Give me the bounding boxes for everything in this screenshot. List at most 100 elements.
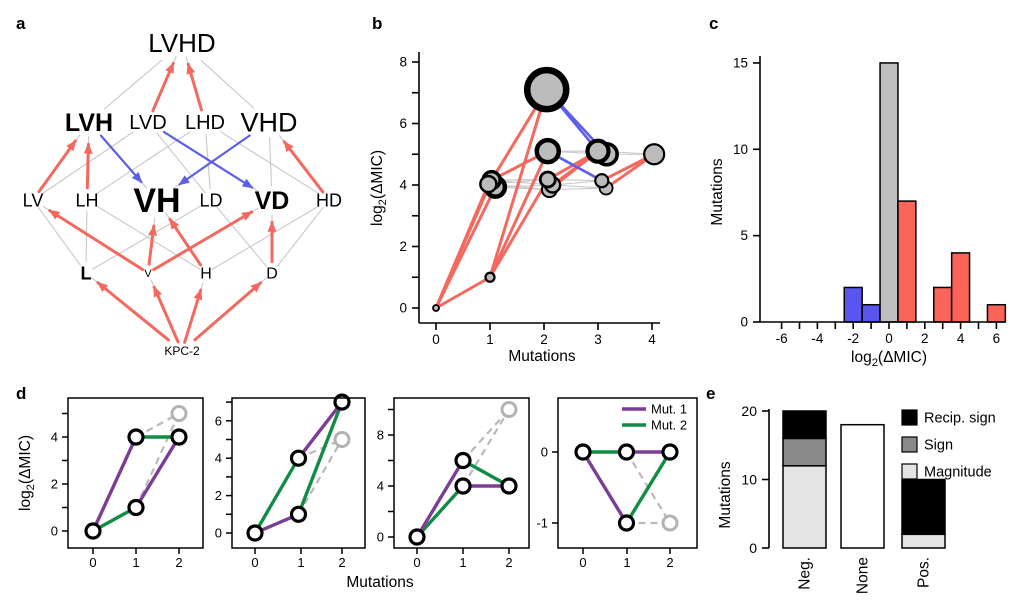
legend-swatch [901,409,918,426]
svg-text:-1: -1 [536,516,548,531]
svg-text:6: 6 [993,331,1001,346]
genotype-point [479,174,498,194]
svg-text:Mut. 2: Mut. 2 [651,418,687,433]
svg-text:0: 0 [541,445,548,460]
observed-point [333,393,351,411]
svg-text:3: 3 [594,332,602,347]
svg-text:H: H [200,266,212,283]
svg-text:10: 10 [741,472,757,488]
b-axes: 0 2 4 6 8 0 1 2 3 4 Mutations log2(ΔMIC) [369,52,660,365]
svg-text:0: 0 [215,526,222,541]
legend-swatch [901,436,918,453]
svg-text:0: 0 [885,331,893,346]
svg-text:2: 2 [921,331,929,346]
svg-text:0: 0 [749,540,757,556]
svg-text:LV: LV [23,190,44,210]
svg-text:0: 0 [51,524,58,539]
svg-text:8: 8 [399,55,407,70]
expected-point [333,431,351,448]
histogram-bar [879,62,899,323]
svg-text:4: 4 [399,178,407,193]
svg-text:-2: -2 [847,331,859,346]
svg-text:Recip. sign: Recip. sign [924,411,996,427]
c-axes: 0 5 10 15 -6 -4 -2 0 2 4 6 log2(ΔMIC) Mutations [709,55,1005,369]
svg-text:0: 0 [740,315,748,330]
lattice-blue-arrows [99,130,254,189]
svg-text:6: 6 [399,116,407,131]
svg-text:4: 4 [215,451,222,466]
e-axes: 0 10 20 Mutations [717,403,770,556]
svg-text:LVD: LVD [129,112,166,134]
observed-point [289,449,308,467]
svg-text:L: L [81,263,92,283]
observed-point [574,443,592,461]
stacked-segment [782,410,827,440]
panel-a-letter: a [16,14,26,33]
svg-text:0: 0 [377,530,384,545]
svg-text:0: 0 [399,301,407,316]
expected-point [500,401,518,418]
svg-text:4: 4 [377,479,384,494]
genotype-point [643,143,666,166]
svg-text:Mutations: Mutations [717,461,734,528]
observed-point [127,498,145,517]
svg-text:log2(ΔMIC): log2(ΔMIC) [17,435,37,511]
svg-text:-4: -4 [811,331,823,346]
svg-text:2: 2 [338,555,345,570]
observed-point [84,522,102,540]
svg-text:2: 2 [666,555,673,570]
svg-text:VD: VD [255,187,290,215]
svg-text:5: 5 [740,228,748,243]
e-bars: Neg. None Pos. [782,410,946,594]
svg-text:LD: LD [199,190,222,210]
observed-point [170,428,188,446]
lattice-red-arrows [37,61,325,344]
panel-d-letter: d [16,384,27,403]
e-legend: Recip. sign Sign Magnitude [901,409,996,481]
d-subplot-2: 0 2 4 6 0 1 2 [215,393,366,570]
svg-text:4: 4 [648,332,656,347]
svg-text:Neg.: Neg. [797,557,814,590]
svg-text:LVH: LVH [65,109,113,137]
panel-e-letter: e [706,384,716,403]
svg-text:0: 0 [432,332,440,347]
svg-text:-6: -6 [776,331,788,346]
observed-point [500,477,518,495]
svg-text:8: 8 [377,428,384,443]
svg-text:6: 6 [215,413,222,428]
svg-text:2: 2 [505,555,512,570]
expected-point [661,514,679,532]
histogram-bar [950,252,971,323]
svg-text:Magnitude: Magnitude [924,465,992,481]
histogram-bar [897,200,917,323]
stacked-segment [840,423,885,549]
stacked-segment [901,533,946,549]
genotype-point [585,138,611,164]
observed-point [454,451,472,470]
svg-text:Mutations: Mutations [709,158,726,225]
svg-text:HD: HD [316,190,342,210]
histogram-bar [843,286,863,323]
svg-text:1: 1 [623,555,630,570]
genotype-point [432,304,440,312]
svg-text:Mut. 1: Mut. 1 [651,402,687,417]
stacked-segment [782,437,827,467]
panel-e-stacked-bar-chart: Neg. None Pos. 0 10 20 Mutations Recip. sign Sig… [717,403,996,594]
svg-text:V: V [144,268,152,280]
genotype-point [538,170,557,189]
observed-point [617,514,636,532]
svg-text:Sign: Sign [924,438,953,454]
svg-text:1: 1 [132,555,139,570]
observed-point [127,428,145,446]
svg-text:D: D [266,266,278,283]
svg-text:2: 2 [215,488,222,503]
observed-point [246,524,264,542]
legend-swatch [901,463,918,480]
svg-text:0: 0 [579,555,586,570]
svg-text:0: 0 [89,555,96,570]
d-subplot-4: 0 -1 0 1 2 [536,397,698,570]
svg-text:10: 10 [733,142,748,157]
